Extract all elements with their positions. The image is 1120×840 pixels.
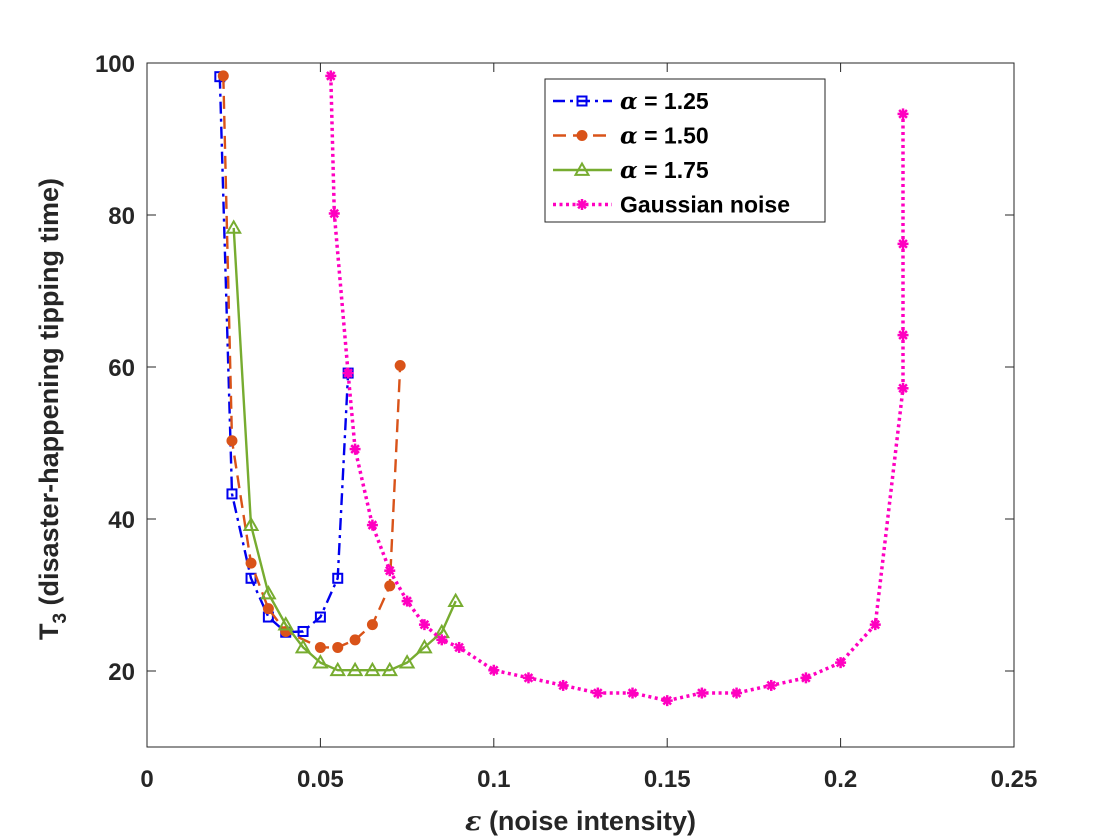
legend-label-symbol: α <box>620 157 638 184</box>
legend-label: α = 1.75 <box>620 157 709 184</box>
data-point <box>418 619 430 631</box>
legend-label-text: = 1.50 <box>638 123 709 149</box>
series-4 <box>325 70 909 707</box>
y-tick-label: 80 <box>108 203 135 230</box>
data-point <box>245 557 257 569</box>
y-tick-label: 20 <box>108 659 135 686</box>
data-point <box>297 625 309 637</box>
data-point <box>447 592 464 607</box>
data-point <box>416 638 433 654</box>
data-point <box>488 664 500 676</box>
data-point <box>835 657 847 669</box>
data-point <box>277 616 294 631</box>
data-point <box>731 687 743 699</box>
data-point <box>366 519 378 531</box>
series-layer <box>214 70 909 707</box>
data-point <box>328 207 340 219</box>
x-tick-label: 0.1 <box>477 766 510 793</box>
legend-item: α = 1.50 <box>553 123 709 150</box>
x-tick-label: 0.2 <box>824 766 857 793</box>
data-point <box>401 595 413 607</box>
x-tick-label: 0.15 <box>644 766 691 793</box>
data-point <box>349 634 361 646</box>
data-point <box>332 572 344 584</box>
data-point <box>226 435 238 447</box>
y-tick-label: 100 <box>95 51 135 78</box>
data-point <box>453 641 465 653</box>
x-axis-label: ε (noise intensity) <box>465 806 696 837</box>
legend-marker <box>576 130 588 141</box>
x-tick-label: 0.25 <box>991 766 1038 793</box>
data-point <box>696 687 708 699</box>
data-point <box>364 661 381 677</box>
y-axis-label: T3 (disaster-happening tipping time) <box>34 178 71 640</box>
data-point <box>242 516 260 531</box>
data-point <box>314 641 326 653</box>
data-point <box>897 238 909 250</box>
x-tick-label: 0.05 <box>297 766 344 793</box>
legend-item: Gaussian noise <box>553 192 790 218</box>
data-point <box>314 611 326 623</box>
data-point <box>349 443 361 455</box>
series-3 <box>225 219 464 677</box>
data-point <box>381 661 398 677</box>
series-2 <box>217 70 406 653</box>
y-tick-label: 60 <box>108 355 135 382</box>
data-point <box>312 654 329 669</box>
data-point <box>366 619 378 631</box>
data-point <box>262 603 274 615</box>
legend-label: α = 1.25 <box>620 88 709 115</box>
data-point <box>217 70 229 82</box>
axis-ticks: 0 0.05 0.1 0.15 0.2 0.25 20 40 60 80 100 <box>95 51 1037 793</box>
data-point <box>394 359 406 371</box>
data-point <box>384 580 396 592</box>
data-point <box>329 661 346 677</box>
data-point <box>398 654 416 669</box>
data-point <box>325 70 337 82</box>
legend-item: α = 1.25 <box>553 88 709 115</box>
x-axis-label-symbol: ε <box>465 806 481 837</box>
y-axis-label-main: T <box>34 623 64 640</box>
legend-label: α = 1.50 <box>620 123 709 150</box>
data-point <box>522 672 534 684</box>
data-point <box>800 672 812 684</box>
legend-label-text: = 1.75 <box>638 157 709 183</box>
data-point <box>627 687 639 699</box>
legend-marker <box>576 95 588 107</box>
data-point <box>436 634 448 646</box>
data-point <box>294 638 312 654</box>
legend-label-symbol: α <box>620 88 638 115</box>
data-point <box>226 488 238 500</box>
data-point <box>557 679 569 691</box>
data-point <box>897 108 909 120</box>
y-axis-label-subscript: 3 <box>50 613 71 624</box>
legend-label: Gaussian noise <box>620 192 790 218</box>
y-tick-label: 40 <box>108 507 135 534</box>
legend-marker <box>576 199 588 210</box>
data-point <box>592 687 604 699</box>
x-axis-label-text: (noise intensity) <box>481 806 696 836</box>
x-tick-label: 0 <box>140 766 153 793</box>
data-point <box>897 382 909 394</box>
data-point <box>332 641 344 653</box>
data-point <box>346 661 364 677</box>
data-point <box>384 565 396 577</box>
data-point <box>869 619 881 631</box>
data-point <box>260 584 277 600</box>
legend-box <box>544 78 826 223</box>
data-point <box>765 679 777 691</box>
legend-item: α = 1.75 <box>553 157 709 184</box>
data-point <box>661 695 673 707</box>
y-axis-label-rest: (disaster-happening tipping time) <box>34 178 64 613</box>
legend-marker <box>573 161 591 176</box>
data-point <box>342 367 354 379</box>
series-line <box>329 75 905 703</box>
legend-label-text: Gaussian noise <box>620 192 790 218</box>
data-point <box>897 329 909 341</box>
data-point <box>225 219 242 234</box>
legend-label-text: = 1.25 <box>638 88 709 114</box>
legend-label-symbol: α <box>620 123 638 150</box>
